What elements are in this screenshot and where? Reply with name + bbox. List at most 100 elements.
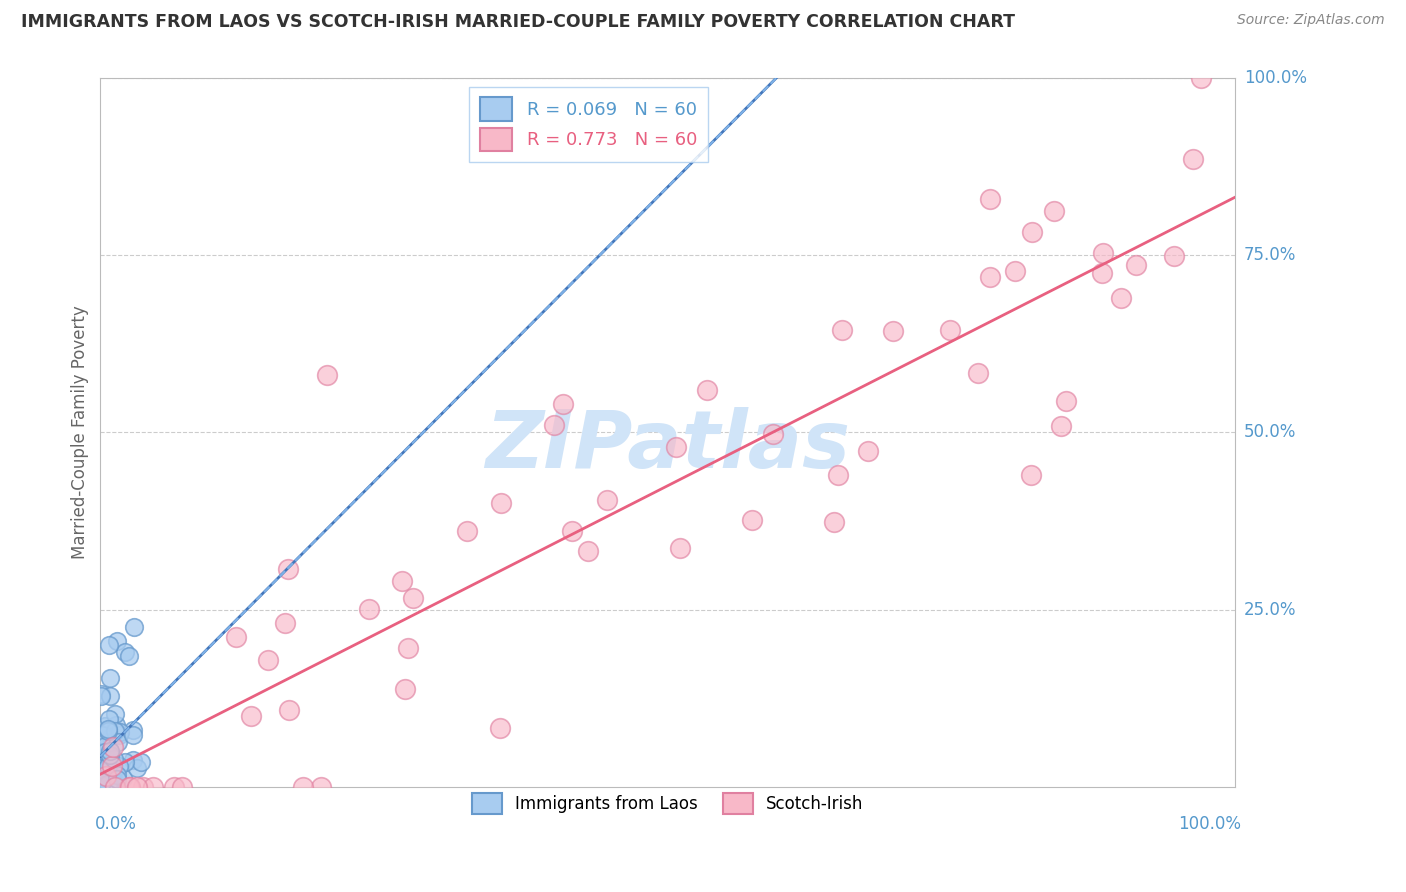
Point — [101, 772, 124, 787]
Point — [111, 772, 134, 786]
Text: 100.0%: 100.0% — [1178, 815, 1241, 833]
Point — [967, 367, 990, 381]
Point — [394, 682, 416, 697]
Point — [100, 748, 122, 763]
Point — [105, 634, 128, 648]
Point — [291, 780, 314, 794]
Point — [100, 758, 122, 772]
Point — [551, 396, 574, 410]
Point — [96, 777, 118, 791]
Point — [94, 739, 117, 753]
Point — [823, 515, 845, 529]
Point — [105, 772, 128, 787]
Point — [100, 758, 122, 772]
Point — [96, 768, 118, 782]
Point — [762, 427, 785, 442]
Point — [1109, 291, 1132, 305]
Point — [316, 368, 339, 383]
Point — [882, 324, 904, 338]
Point — [121, 728, 143, 742]
Point — [664, 440, 686, 454]
Point — [114, 755, 136, 769]
Point — [827, 467, 849, 482]
Point — [122, 753, 145, 767]
Point — [98, 712, 121, 726]
Point — [100, 744, 122, 758]
Point — [741, 513, 763, 527]
Point — [97, 764, 120, 779]
Point — [98, 671, 121, 685]
Point — [396, 640, 419, 655]
Point — [93, 719, 115, 733]
Point — [104, 707, 127, 722]
Point — [170, 780, 193, 794]
Point — [97, 758, 120, 772]
Point — [97, 749, 120, 764]
Point — [979, 192, 1001, 206]
Point — [107, 759, 129, 773]
Point — [97, 777, 120, 791]
Point — [162, 780, 184, 794]
Point — [273, 615, 295, 630]
Point — [122, 723, 145, 737]
Text: 100.0%: 100.0% — [1244, 69, 1306, 87]
Point — [90, 768, 112, 782]
Point — [105, 768, 128, 782]
Point — [125, 761, 148, 775]
Point — [696, 384, 718, 398]
Point — [98, 638, 121, 652]
Point — [357, 602, 380, 616]
Point — [309, 780, 332, 794]
Point — [1163, 249, 1185, 263]
Point — [104, 718, 127, 732]
Point — [118, 780, 141, 794]
Text: Source: ZipAtlas.com: Source: ZipAtlas.com — [1237, 13, 1385, 28]
Point — [93, 728, 115, 742]
Text: 75.0%: 75.0% — [1244, 246, 1296, 264]
Point — [240, 709, 263, 723]
Point — [488, 721, 510, 735]
Point — [1125, 258, 1147, 272]
Text: ZIPatlas: ZIPatlas — [485, 408, 851, 485]
Point — [98, 757, 121, 772]
Point — [114, 645, 136, 659]
Point — [1182, 152, 1205, 166]
Point — [90, 775, 112, 789]
Point — [456, 524, 478, 538]
Point — [127, 780, 149, 794]
Point — [1004, 264, 1026, 278]
Y-axis label: Married-Couple Family Poverty: Married-Couple Family Poverty — [72, 305, 89, 559]
Point — [98, 689, 121, 703]
Point — [129, 755, 152, 769]
Point — [94, 736, 117, 750]
Point — [1050, 418, 1073, 433]
Point — [93, 760, 115, 774]
Point — [668, 541, 690, 555]
Point — [278, 703, 301, 717]
Point — [97, 742, 120, 756]
Point — [118, 648, 141, 663]
Point — [858, 444, 880, 458]
Text: 0.0%: 0.0% — [94, 815, 136, 833]
Point — [124, 620, 146, 634]
Point — [100, 769, 122, 783]
Point — [1092, 246, 1115, 260]
Point — [225, 630, 247, 644]
Point — [110, 725, 132, 739]
Point — [91, 779, 114, 793]
Point — [103, 752, 125, 766]
Point — [90, 687, 112, 701]
Point — [489, 496, 512, 510]
Point — [277, 562, 299, 576]
Point — [90, 760, 112, 774]
Point — [596, 492, 619, 507]
Point — [93, 774, 115, 789]
Point — [979, 269, 1001, 284]
Point — [402, 591, 425, 605]
Point — [1019, 467, 1042, 482]
Point — [104, 780, 127, 794]
Point — [96, 761, 118, 775]
Point — [90, 689, 112, 703]
Point — [1054, 394, 1077, 409]
Point — [108, 728, 131, 742]
